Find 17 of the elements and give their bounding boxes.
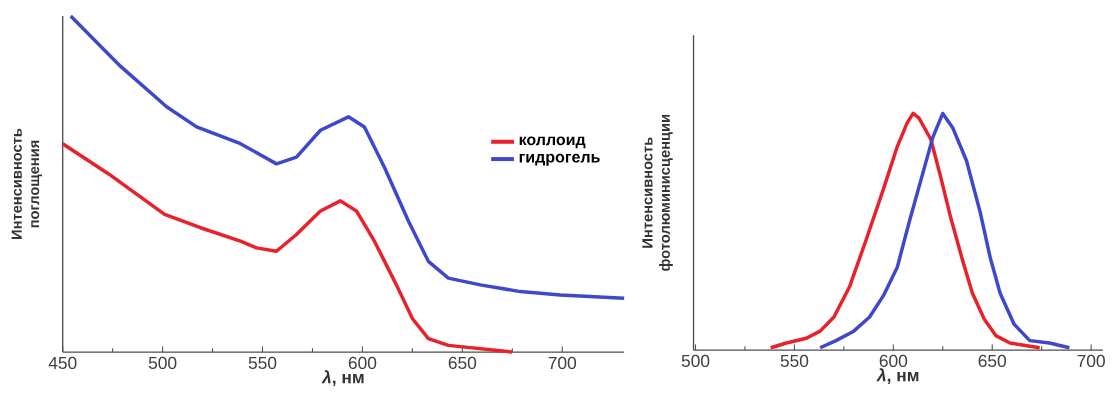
x-tick-label: 500 (148, 356, 177, 370)
x-tick-label: 550 (248, 356, 277, 370)
y-axis-title: Интенсивность поглощения (11, 128, 42, 239)
x-axis-title: λ, нм (876, 368, 919, 384)
x-tick-label: 450 (48, 356, 77, 370)
x-axis-title: λ, нм (321, 370, 364, 386)
x-tick-label: 600 (879, 354, 908, 368)
y-axis-title: Интенсивность фотолюминисценции (642, 114, 673, 271)
x-tick-label: 650 (448, 356, 477, 370)
x-tick-label: 650 (978, 354, 1007, 368)
x-tick-label: 700 (1077, 354, 1105, 368)
x-tick-label: 550 (780, 354, 809, 368)
x-tick-label: 500 (681, 354, 710, 368)
x-tick-label: 700 (548, 356, 577, 370)
legend-label: коллоид (519, 136, 586, 149)
legend-label: гидрогель (519, 153, 600, 166)
x-tick-label: 600 (348, 356, 377, 370)
